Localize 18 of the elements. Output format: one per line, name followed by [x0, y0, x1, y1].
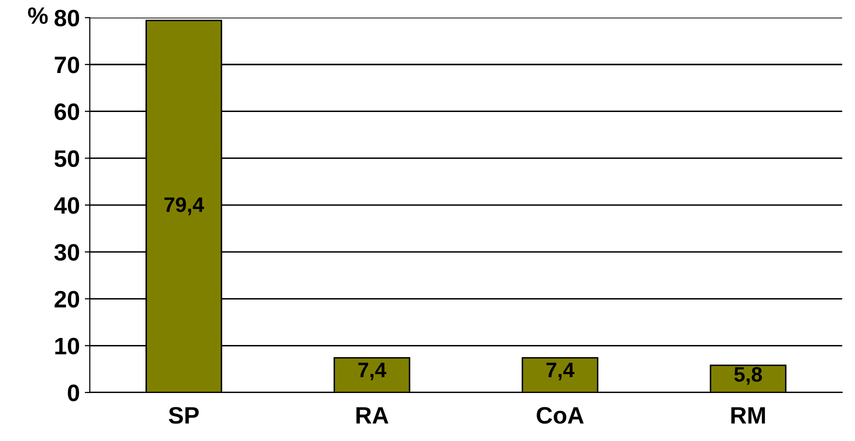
data-label: 79,4 — [164, 197, 204, 216]
x-tick-label: RM — [731, 407, 765, 424]
y-tick-label: 50 — [54, 150, 80, 167]
y-tick-label: 60 — [54, 103, 80, 120]
y-tick-label: 10 — [55, 338, 80, 354]
y-tick-label: 30 — [54, 244, 80, 261]
y-tick-label: 40 — [54, 197, 80, 214]
y-tick-label: 80 — [54, 10, 80, 26]
x-tick-label: RA — [356, 407, 388, 424]
y-axis-title: % — [28, 7, 48, 24]
y-tick-label: 20 — [54, 290, 80, 308]
y-tick-label: 70 — [54, 56, 80, 74]
x-tick-label: SP — [168, 407, 199, 424]
x-tick-label: CoA — [536, 407, 584, 424]
data-label: 5,8 — [734, 367, 762, 385]
data-label: 7,4 — [546, 362, 574, 380]
y-tick-label: 0 — [68, 384, 80, 402]
data-label: 7,4 — [358, 362, 386, 380]
